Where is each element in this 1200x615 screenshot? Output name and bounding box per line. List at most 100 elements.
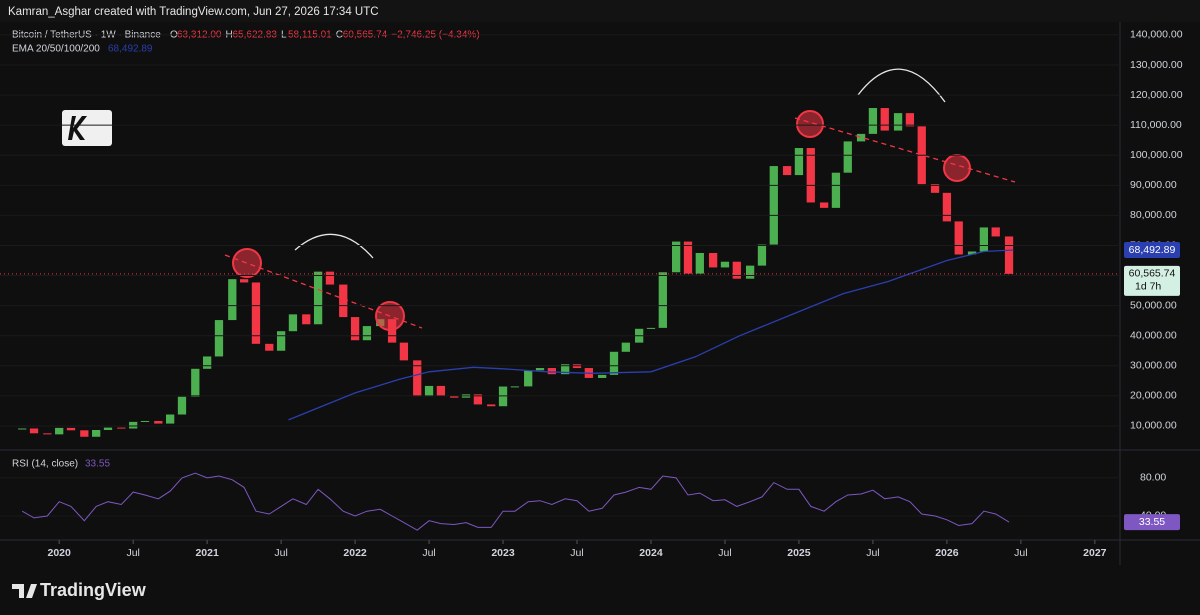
candle	[103, 427, 113, 430]
candle	[561, 364, 570, 375]
candle	[831, 172, 841, 208]
logo-box	[62, 110, 112, 146]
candle	[893, 113, 903, 131]
candle	[191, 368, 200, 397]
candle	[695, 252, 704, 274]
x-tick-label: Jul	[718, 547, 731, 559]
candle	[214, 320, 224, 357]
candle	[265, 343, 274, 351]
candle	[450, 395, 459, 398]
y-tick-label: 10,000.00	[1130, 420, 1177, 432]
y-tick-label: 30,000.00	[1130, 360, 1177, 372]
brand-logo	[12, 584, 37, 598]
rsi-value: 33.55	[85, 459, 110, 470]
candle	[708, 252, 718, 268]
annotations	[224, 68, 1016, 331]
candle	[672, 241, 681, 273]
candle	[524, 370, 533, 387]
candle	[757, 244, 767, 266]
y-tick-label: 80,000.00	[1130, 209, 1177, 221]
candle	[29, 428, 39, 434]
x-tick-label: Jul	[1014, 547, 1027, 559]
candle	[154, 420, 163, 424]
candle	[547, 368, 557, 375]
trend-line	[794, 117, 1016, 183]
candle	[598, 374, 607, 378]
candle	[745, 265, 755, 279]
x-tick-label: 2025	[787, 547, 811, 559]
x-tick-label: 2027	[1083, 547, 1107, 559]
marker-circle	[232, 248, 262, 278]
arc	[857, 68, 946, 103]
countdown: 1d 7h	[1135, 281, 1161, 293]
candle	[510, 386, 520, 388]
candle	[856, 133, 866, 142]
x-tick-label: 2020	[48, 547, 72, 559]
candle	[436, 385, 446, 396]
candle	[424, 385, 434, 397]
candles	[18, 108, 1014, 437]
rsi-line	[21, 472, 1010, 531]
candle	[621, 342, 630, 352]
candle	[646, 327, 656, 329]
y-tick-label: 120,000.00	[1130, 89, 1183, 101]
candle	[302, 314, 311, 325]
candle	[979, 227, 989, 252]
candle	[609, 351, 619, 375]
x-tick-label: Jul	[570, 547, 583, 559]
x-tick-label: 2026	[935, 547, 959, 559]
candle	[239, 279, 249, 283]
candle	[166, 414, 175, 424]
x-tick-label: Jul	[866, 547, 879, 559]
header-bar	[0, 0, 1200, 22]
candle	[140, 420, 150, 422]
candle	[129, 421, 138, 429]
candle	[819, 202, 829, 208]
ema-value: 68,492.89	[108, 44, 153, 55]
candle	[288, 314, 298, 332]
y-tick-label: 140,000.00	[1130, 29, 1183, 41]
rsi-tag-bg	[1124, 514, 1180, 531]
candle	[177, 396, 187, 415]
x-tick-label: Jul	[274, 547, 287, 559]
x-tick-label: Jul	[126, 547, 139, 559]
ema-line	[288, 249, 1014, 421]
y-tick-label: 20,000.00	[1130, 390, 1177, 402]
x-tick-label: 2024	[639, 547, 663, 559]
rsi-tag: 33.55	[1139, 516, 1165, 528]
ema-price-tag: 68,492.89	[1129, 244, 1176, 256]
candle	[276, 331, 286, 351]
y-tick-label: 100,000.00	[1130, 149, 1183, 161]
x-tick-label: 2023	[491, 547, 515, 559]
candle	[313, 271, 323, 325]
candle	[942, 192, 952, 222]
candle	[991, 227, 1000, 237]
candle	[880, 108, 889, 131]
candle	[683, 241, 693, 274]
candle	[413, 360, 422, 397]
candle	[55, 427, 64, 435]
candle	[487, 404, 496, 407]
candle	[967, 251, 977, 255]
y-tick-label: 90,000.00	[1130, 179, 1177, 191]
last-price-bg	[1124, 265, 1180, 296]
candle	[954, 221, 963, 255]
y-tick-label: 130,000.00	[1130, 59, 1183, 71]
candle	[868, 108, 878, 134]
y-tick-label: 50,000.00	[1130, 299, 1177, 311]
candle	[18, 428, 27, 430]
candle	[80, 430, 89, 437]
x-tick-label: Jul	[422, 547, 435, 559]
candle	[794, 148, 804, 176]
ema-price-tag-bg	[1124, 242, 1180, 259]
marker-circle	[375, 301, 405, 331]
candle	[1004, 236, 1014, 274]
candle	[325, 271, 335, 285]
candle	[732, 261, 741, 279]
candle	[202, 356, 212, 369]
candle	[350, 317, 360, 341]
candle	[498, 386, 508, 407]
candle	[658, 272, 667, 328]
